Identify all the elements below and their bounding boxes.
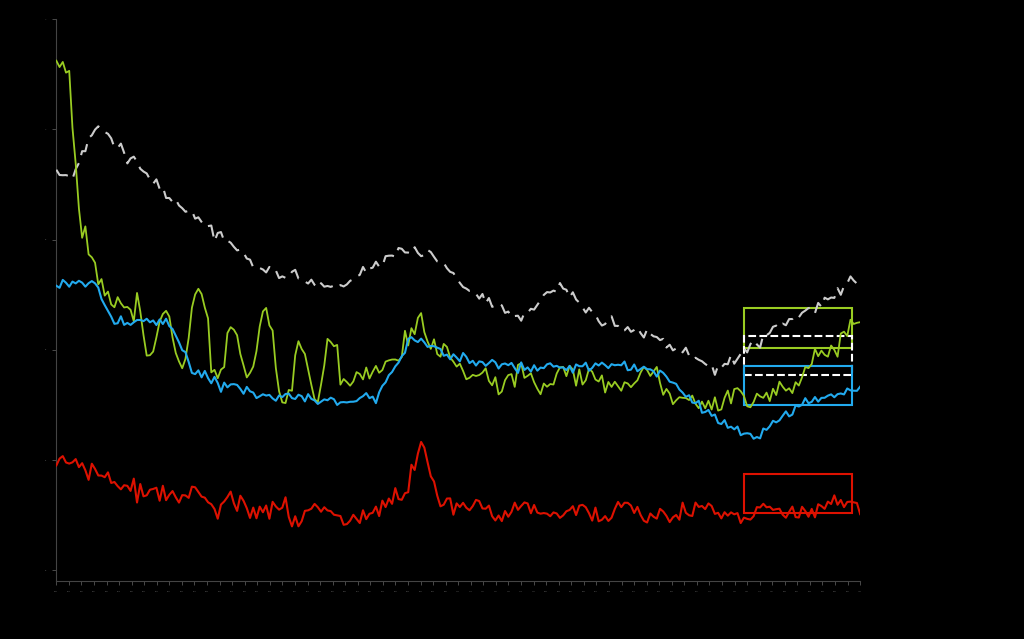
- Bar: [743, 366, 852, 406]
- Bar: [743, 335, 852, 375]
- Bar: [743, 473, 852, 513]
- Bar: [743, 308, 852, 348]
